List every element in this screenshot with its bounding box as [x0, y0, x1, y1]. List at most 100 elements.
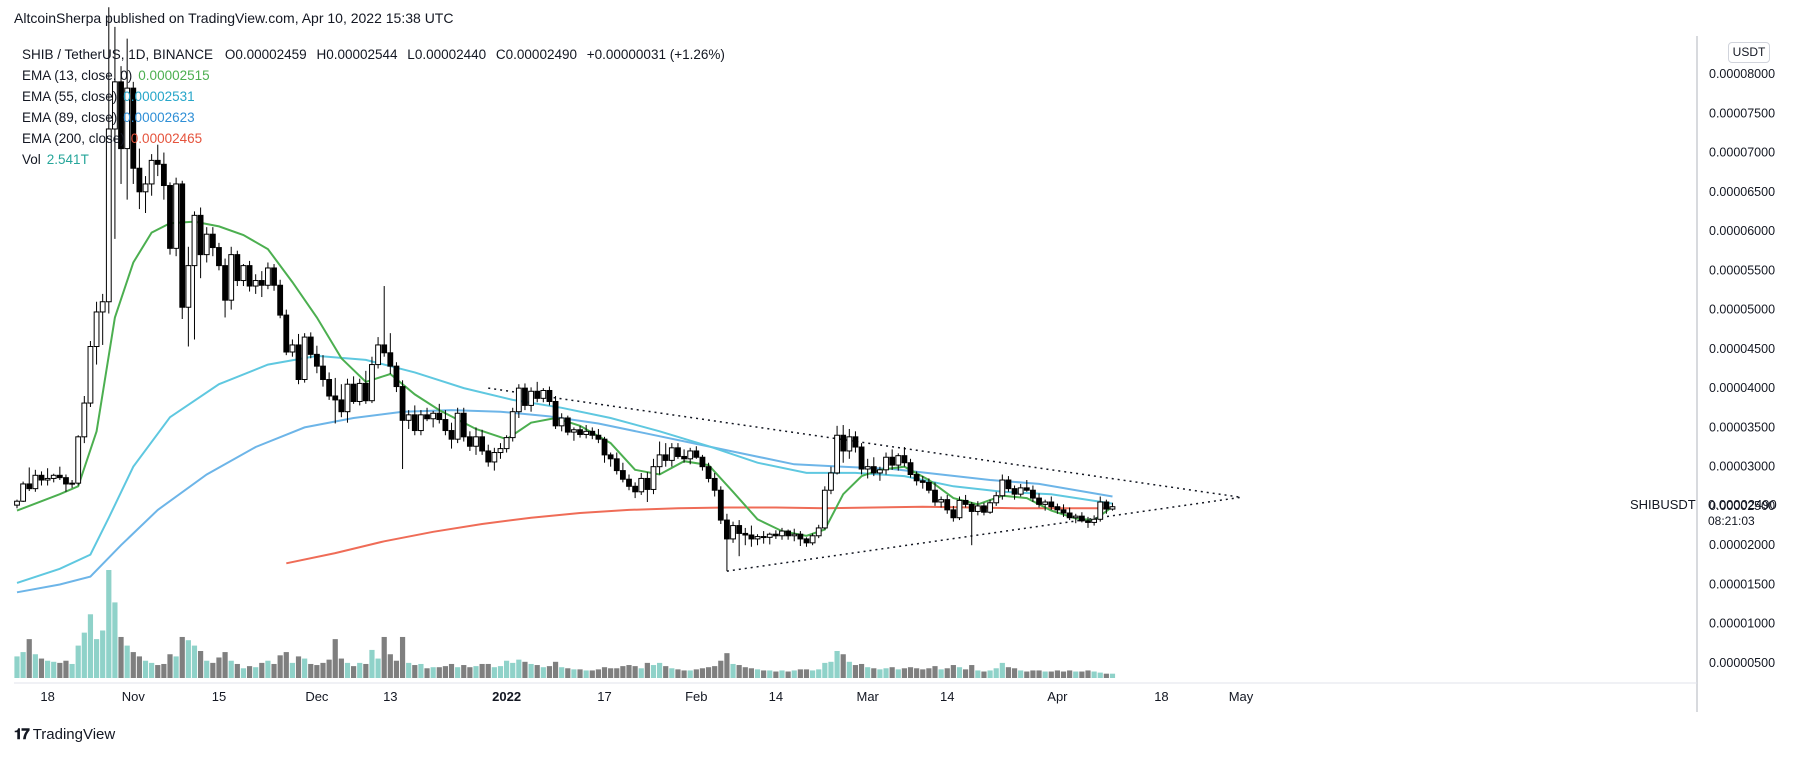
legend-ema55-row[interactable]: EMA (55, close) 0.00002531	[22, 86, 725, 107]
volume-bar	[834, 651, 840, 678]
volume-bar	[852, 665, 859, 678]
candle-body	[381, 344, 388, 354]
volume-bar	[216, 657, 222, 678]
candle-body	[112, 81, 118, 130]
candle-body	[925, 481, 932, 491]
volume-bar	[265, 660, 271, 678]
candle-body	[962, 499, 969, 505]
volume-bar	[650, 665, 657, 678]
volume-bar	[791, 670, 797, 678]
candle-body	[632, 485, 639, 493]
candle-body	[1011, 488, 1018, 495]
volume-bar	[1060, 671, 1067, 678]
candle-body	[1103, 501, 1110, 510]
volume-bar	[467, 667, 473, 678]
candle-body	[589, 430, 596, 436]
volume-bar	[626, 665, 632, 678]
candle-body	[779, 530, 785, 537]
legend-symbol[interactable]: SHIB / TetherUS, 1D, BINANCE	[22, 47, 214, 62]
volume-bar	[338, 658, 344, 678]
time-tick-label: 18	[1154, 689, 1168, 704]
candle-body	[515, 387, 522, 413]
time-tick-label: Dec	[305, 689, 329, 704]
candle-body	[571, 429, 577, 433]
legend-ema200-row[interactable]: EMA (200, close) 0.00002465	[22, 128, 725, 149]
volume-bar	[1085, 670, 1091, 678]
candle-body	[252, 280, 259, 287]
volume-bar	[620, 666, 626, 678]
candle-body	[203, 233, 210, 256]
candle-body	[466, 436, 473, 447]
candle-body	[283, 314, 290, 353]
candle-body	[154, 159, 161, 165]
candle-body	[460, 412, 467, 438]
candle-body	[821, 489, 828, 529]
candle-body	[1017, 487, 1024, 495]
price-tick-label: 0.00002000	[1709, 538, 1775, 552]
volume-bar	[75, 645, 81, 678]
candle-body	[932, 489, 938, 503]
volume-bar	[736, 665, 742, 678]
volume-bar	[975, 670, 981, 678]
candle-body	[63, 477, 69, 485]
volume-bar	[724, 653, 730, 678]
legend-vol-row[interactable]: Vol 2.541T	[22, 149, 725, 170]
volume-bar	[907, 667, 914, 678]
candle-body	[852, 436, 859, 448]
time-tick-label: Nov	[122, 689, 146, 704]
legend-ema89-row[interactable]: EMA (89, close) 0.00002623	[22, 107, 725, 128]
legend-open-label: O	[224, 47, 236, 62]
candle-body	[846, 436, 853, 452]
volume-bar	[283, 652, 289, 678]
volume-bar	[240, 668, 247, 678]
candle-body	[595, 434, 602, 440]
currency-unit-badge[interactable]: USDT	[1728, 42, 1770, 63]
candle-body	[1085, 520, 1091, 523]
candle-body	[246, 265, 253, 287]
volume-bar	[277, 655, 283, 678]
volume-bar	[479, 663, 485, 678]
tradingview-logo[interactable]: 𝟏𝟕 TradingView	[14, 726, 115, 743]
candle-body	[14, 500, 20, 506]
candle-body	[1054, 506, 1061, 511]
volume-bar	[595, 669, 601, 678]
candle-body	[295, 344, 302, 380]
volume-bar	[38, 658, 45, 678]
lower-trendline	[726, 496, 1242, 572]
candle-body	[497, 448, 504, 454]
candle-body	[626, 478, 632, 487]
last-price-label: 0.00002490	[1708, 497, 1777, 512]
candle-body	[864, 466, 871, 470]
legend-ema55-name: EMA (55, close)	[22, 89, 118, 104]
volume-bar	[1030, 670, 1036, 678]
volume-bar	[540, 667, 546, 678]
volume-bar	[944, 668, 950, 678]
price-tick-label: 0.00001000	[1709, 617, 1775, 631]
candle-body	[313, 353, 320, 367]
time-tick-label: 14	[769, 689, 783, 704]
candle-body	[1072, 515, 1079, 519]
volume-bar	[589, 670, 595, 678]
time-tick-label: 14	[940, 689, 954, 704]
candle-body	[277, 284, 284, 316]
volume-bar	[1067, 670, 1073, 678]
candle-body	[699, 456, 706, 468]
volume-bar	[26, 639, 32, 678]
legend-low-value: 0.00002440	[414, 47, 487, 62]
candle-body	[479, 436, 486, 452]
candle-body	[675, 447, 681, 457]
volume-bar	[302, 658, 308, 678]
candle-body	[968, 503, 975, 512]
volume-bar	[222, 652, 228, 678]
price-tick-label: 0.00006000	[1709, 224, 1775, 238]
volume-bar	[969, 665, 975, 678]
volume-bar	[406, 662, 412, 678]
legend-ema13-row[interactable]: EMA (13, close, 0) 0.00002515	[22, 65, 725, 86]
volume-bar	[20, 652, 26, 678]
legend-ohlc-row[interactable]: SHIB / TetherUS, 1D, BINANCE O0.00002459…	[22, 44, 725, 65]
candle-body	[993, 495, 1000, 504]
candle-body	[20, 483, 27, 502]
volume-bar	[571, 669, 577, 678]
price-tick-label: 0.00003000	[1709, 460, 1775, 474]
